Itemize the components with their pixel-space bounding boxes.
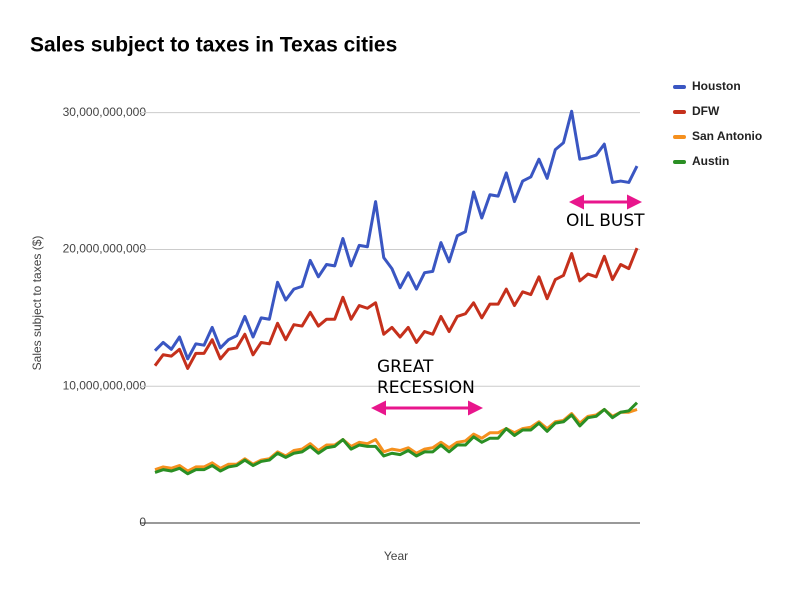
annotation: GREAT: [377, 357, 434, 377]
series-line: [154, 407, 638, 473]
annotation: OIL BUST: [566, 211, 645, 231]
series-line: [154, 401, 639, 476]
legend-label: Austin: [692, 154, 729, 168]
series-line: [153, 247, 639, 370]
y-tick-label: 20,000,000,000: [63, 242, 147, 256]
legend-label: San Antonio: [692, 129, 762, 143]
y-tick-label: 10,000,000,000: [63, 378, 147, 392]
legend-label: DFW: [692, 104, 720, 118]
chart-title: Sales subject to taxes in Texas cities: [30, 34, 397, 57]
y-tick-label: 30,000,000,000: [63, 105, 147, 119]
y-axis-label: Sales subject to taxes ($): [30, 236, 44, 371]
x-axis-label: Year: [384, 549, 408, 563]
series-line: [153, 109, 639, 361]
y-tick-label: 0: [139, 515, 146, 529]
legend-label: Houston: [692, 79, 741, 93]
annotation: RECESSION: [377, 378, 475, 398]
